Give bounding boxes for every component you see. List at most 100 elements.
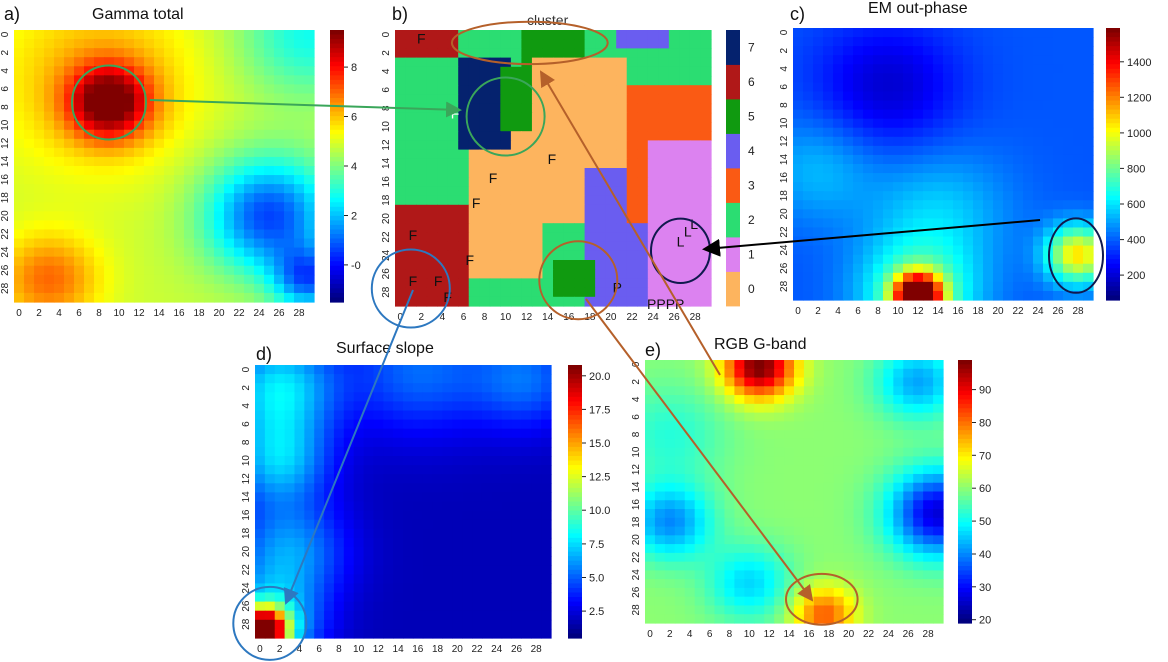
heatmap-cell bbox=[294, 456, 305, 466]
colorbar-segment bbox=[958, 614, 972, 620]
heatmap-cell bbox=[563, 131, 575, 141]
heatmap-cell bbox=[304, 547, 315, 557]
heatmap-cell bbox=[903, 154, 914, 165]
heatmap-cell bbox=[511, 501, 522, 512]
heatmap-cell bbox=[274, 456, 286, 466]
heatmap-cell bbox=[489, 122, 501, 132]
heatmap-cell bbox=[973, 254, 984, 265]
heatmap-cell bbox=[637, 112, 649, 123]
heatmap-cell bbox=[873, 118, 884, 129]
heatmap-cell bbox=[983, 200, 994, 210]
heatmap-cell bbox=[74, 30, 85, 40]
heatmap-cell bbox=[983, 28, 994, 38]
heatmap-cell bbox=[284, 365, 296, 375]
heatmap-cell bbox=[204, 229, 215, 240]
heatmap-cell bbox=[491, 383, 503, 393]
heatmap-cell bbox=[843, 28, 854, 38]
y-tick-label: 20 bbox=[381, 213, 392, 225]
heatmap-cell bbox=[154, 202, 165, 212]
heatmap-cell bbox=[873, 227, 884, 238]
heatmap-cell bbox=[853, 587, 865, 598]
heatmap-cell bbox=[734, 430, 745, 440]
heatmap-cell bbox=[1083, 227, 1094, 238]
heatmap-cell bbox=[94, 238, 105, 249]
heatmap-cell bbox=[395, 66, 407, 77]
heatmap-cell bbox=[823, 182, 834, 192]
heatmap-cell bbox=[521, 465, 532, 475]
heatmap-cell bbox=[823, 596, 835, 607]
heatmap-cell bbox=[1013, 191, 1024, 201]
heatmap-cell bbox=[472, 628, 483, 639]
heatmap-cell bbox=[923, 517, 934, 528]
heatmap-cell bbox=[913, 164, 924, 174]
heatmap-cell bbox=[794, 482, 805, 493]
heatmap-cell bbox=[521, 628, 532, 639]
heatmap-cell bbox=[553, 168, 565, 178]
heatmap-cell bbox=[393, 383, 404, 393]
heatmap-cell bbox=[734, 386, 745, 396]
heatmap-cell bbox=[764, 517, 775, 528]
heatmap-cell bbox=[426, 140, 438, 151]
heatmap-cell bbox=[668, 30, 680, 40]
heatmap-cell bbox=[893, 544, 904, 554]
heatmap-cell bbox=[134, 229, 145, 240]
heatmap-cell bbox=[1043, 100, 1054, 111]
heatmap-cell bbox=[24, 66, 35, 76]
heatmap-cell bbox=[491, 365, 503, 375]
y-tick-label: 18 bbox=[631, 516, 642, 528]
heatmap-cell bbox=[44, 220, 55, 231]
heatmap-cell bbox=[14, 202, 25, 212]
heatmap-cell bbox=[74, 256, 85, 267]
heatmap-cell bbox=[933, 136, 944, 147]
heatmap-cell bbox=[531, 149, 544, 160]
heatmap-cell bbox=[784, 614, 795, 624]
colorbar-segment bbox=[958, 552, 972, 558]
colorbar-segment bbox=[568, 474, 582, 480]
heatmap-cell bbox=[447, 177, 459, 187]
heatmap-cell bbox=[194, 138, 205, 149]
heatmap-cell bbox=[442, 492, 453, 503]
heatmap-cell bbox=[468, 39, 480, 49]
heatmap-cell bbox=[823, 164, 834, 174]
heatmap-cell bbox=[873, 154, 884, 165]
heatmap-cell bbox=[531, 437, 542, 448]
heatmap-cell bbox=[274, 220, 285, 231]
heatmap-cell bbox=[521, 269, 533, 279]
heatmap-cell bbox=[511, 474, 522, 484]
heatmap-cell bbox=[563, 76, 575, 86]
heatmap-cell bbox=[383, 619, 394, 630]
heatmap-cell bbox=[893, 526, 904, 536]
y-tick-label: 2 bbox=[241, 385, 252, 391]
heatmap-cell bbox=[943, 272, 954, 283]
heatmap-cell bbox=[542, 287, 554, 298]
heatmap-cell bbox=[694, 614, 706, 624]
heatmap-cell bbox=[541, 574, 552, 584]
heatmap-cell bbox=[44, 256, 55, 267]
heatmap-cell bbox=[500, 140, 512, 151]
heatmap-cell bbox=[794, 517, 805, 528]
heatmap-cell bbox=[873, 561, 884, 571]
heatmap-cell bbox=[873, 245, 884, 256]
heatmap-cell bbox=[903, 360, 914, 370]
colorbar-tick-label: 200 bbox=[1127, 270, 1145, 282]
heatmap-cell bbox=[204, 211, 215, 221]
heatmap-cell bbox=[44, 57, 55, 67]
heatmap-cell bbox=[64, 57, 75, 67]
heatmap-cell bbox=[793, 191, 804, 201]
heatmap-cell bbox=[314, 446, 325, 457]
heatmap-cell bbox=[164, 138, 175, 149]
heatmap-cell bbox=[264, 129, 275, 140]
heatmap-cell bbox=[664, 605, 676, 615]
heatmap-cell bbox=[462, 619, 473, 630]
heatmap-cell bbox=[744, 386, 755, 396]
heatmap-cell bbox=[174, 120, 185, 131]
heatmap-cell bbox=[284, 102, 295, 113]
heatmap-cell bbox=[194, 166, 205, 176]
x-tick-label: 28 bbox=[293, 308, 305, 319]
heatmap-cell bbox=[647, 269, 659, 279]
heatmap-cell bbox=[458, 39, 470, 49]
heatmap-cell bbox=[114, 57, 125, 67]
heatmap-cell bbox=[481, 501, 493, 512]
heatmap-cell bbox=[893, 37, 904, 47]
heatmap-cell bbox=[405, 66, 417, 77]
